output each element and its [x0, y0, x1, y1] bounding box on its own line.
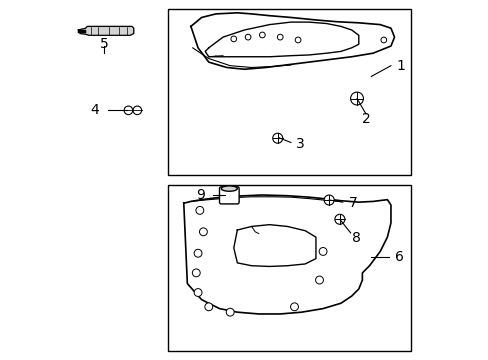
Circle shape [324, 195, 333, 205]
Bar [167, 185, 410, 351]
Text: 7: 7 [348, 196, 357, 210]
Circle shape [124, 106, 132, 114]
Text: 1: 1 [395, 59, 405, 73]
Circle shape [290, 303, 298, 311]
Circle shape [350, 92, 363, 105]
Bar [167, 9, 410, 175]
Circle shape [230, 36, 236, 42]
Circle shape [380, 37, 386, 43]
Text: 2: 2 [361, 112, 369, 126]
Circle shape [194, 289, 202, 296]
Text: 5: 5 [100, 37, 109, 50]
Circle shape [196, 206, 203, 214]
Circle shape [204, 303, 212, 311]
Circle shape [295, 37, 300, 43]
Circle shape [277, 34, 283, 40]
Circle shape [199, 228, 207, 236]
Circle shape [272, 133, 282, 143]
Circle shape [259, 32, 264, 38]
Circle shape [192, 269, 200, 277]
Circle shape [194, 249, 202, 257]
Ellipse shape [221, 186, 237, 191]
Text: 4: 4 [90, 103, 99, 117]
Circle shape [226, 308, 234, 316]
Polygon shape [78, 26, 134, 35]
FancyBboxPatch shape [219, 187, 239, 204]
Text: 6: 6 [394, 250, 403, 264]
Circle shape [244, 34, 250, 40]
Circle shape [315, 276, 323, 284]
Text: 3: 3 [295, 137, 304, 151]
Text: 8: 8 [351, 231, 360, 245]
Circle shape [133, 106, 142, 114]
Circle shape [334, 214, 344, 224]
Text: 9: 9 [196, 188, 205, 202]
Circle shape [319, 248, 326, 255]
